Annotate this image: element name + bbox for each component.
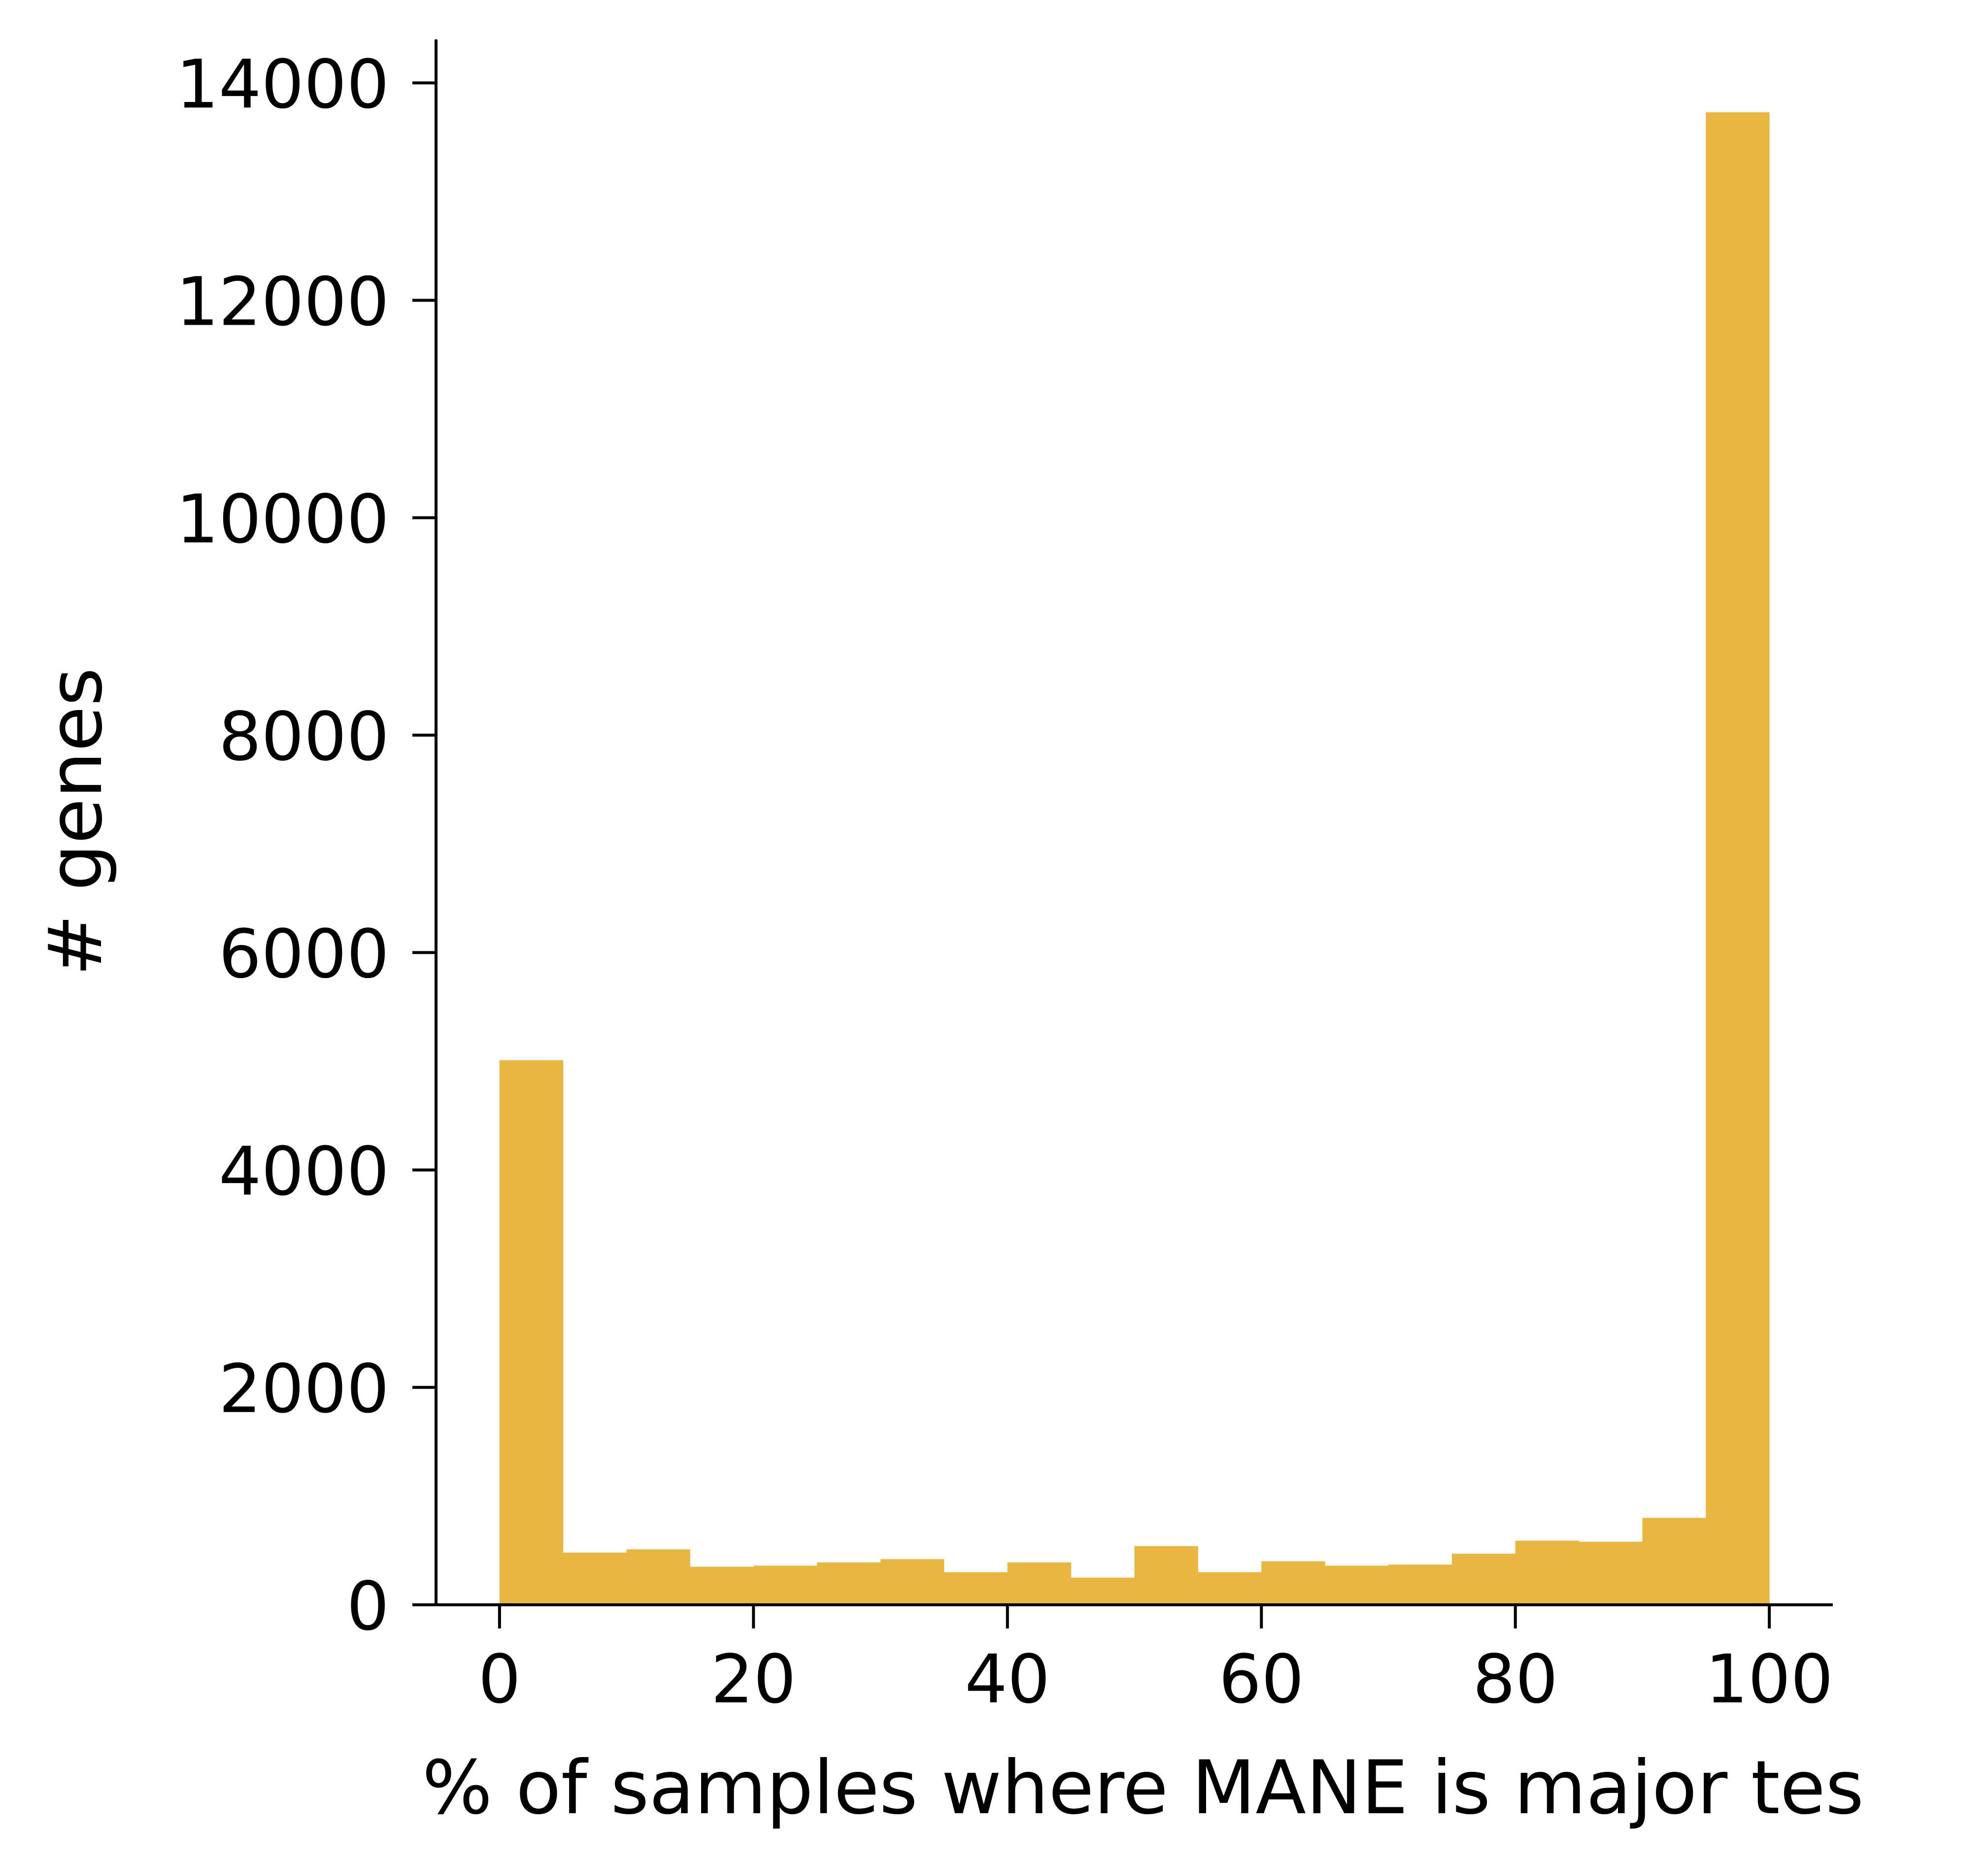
histogram-bar [1007,1562,1072,1605]
x-tick-label: 60 [1219,1641,1304,1719]
x-tick-label: 100 [1705,1641,1833,1719]
axes [435,39,1833,1606]
x-tick-label: 20 [711,1641,796,1719]
histogram-bar [817,1562,881,1605]
histogram-bar [1071,1577,1135,1605]
x-tick-label: 80 [1473,1641,1558,1719]
histogram-bar [1515,1540,1580,1605]
y-tick-label: 14000 [176,46,389,124]
histogram-bar [499,1060,564,1605]
histogram-bar [1198,1572,1262,1605]
y-tick-label: 12000 [176,264,389,341]
y-tick-label: 0 [346,1568,389,1646]
histogram-bar [690,1566,754,1605]
histogram-bar [563,1553,627,1605]
histogram-bar [626,1549,690,1605]
histogram-bar [943,1572,1008,1605]
y-tick-label: 6000 [219,915,389,993]
histogram-bar [1642,1518,1706,1605]
x-tick-label: 40 [965,1641,1050,1719]
histogram-bar [1388,1564,1452,1605]
x-ticks: 0 20 40 60 80 100 [478,1605,1833,1719]
histogram-bar [1325,1565,1389,1605]
histogram-bar [1451,1554,1516,1605]
y-tick-label: 10000 [176,481,389,559]
histogram-bar [753,1565,817,1605]
histogram-bar [1134,1546,1198,1605]
bars [499,112,1770,1605]
y-axis-label: # genes [33,668,119,976]
y-tick-label: 8000 [219,698,389,776]
y-tick-label: 2000 [219,1351,389,1428]
x-tick-label: 0 [478,1641,521,1719]
y-tick-label: 4000 [219,1133,389,1211]
histogram-bar [880,1559,944,1605]
x-axis-label: % of samples where MANE is major tes [422,1745,1864,1831]
histogram-bar [1706,112,1770,1605]
y-ticks: 0 2000 4000 6000 8000 10000 12000 14000 [176,46,436,1646]
histogram-bar [1579,1542,1643,1605]
histogram-bar [1261,1561,1325,1605]
